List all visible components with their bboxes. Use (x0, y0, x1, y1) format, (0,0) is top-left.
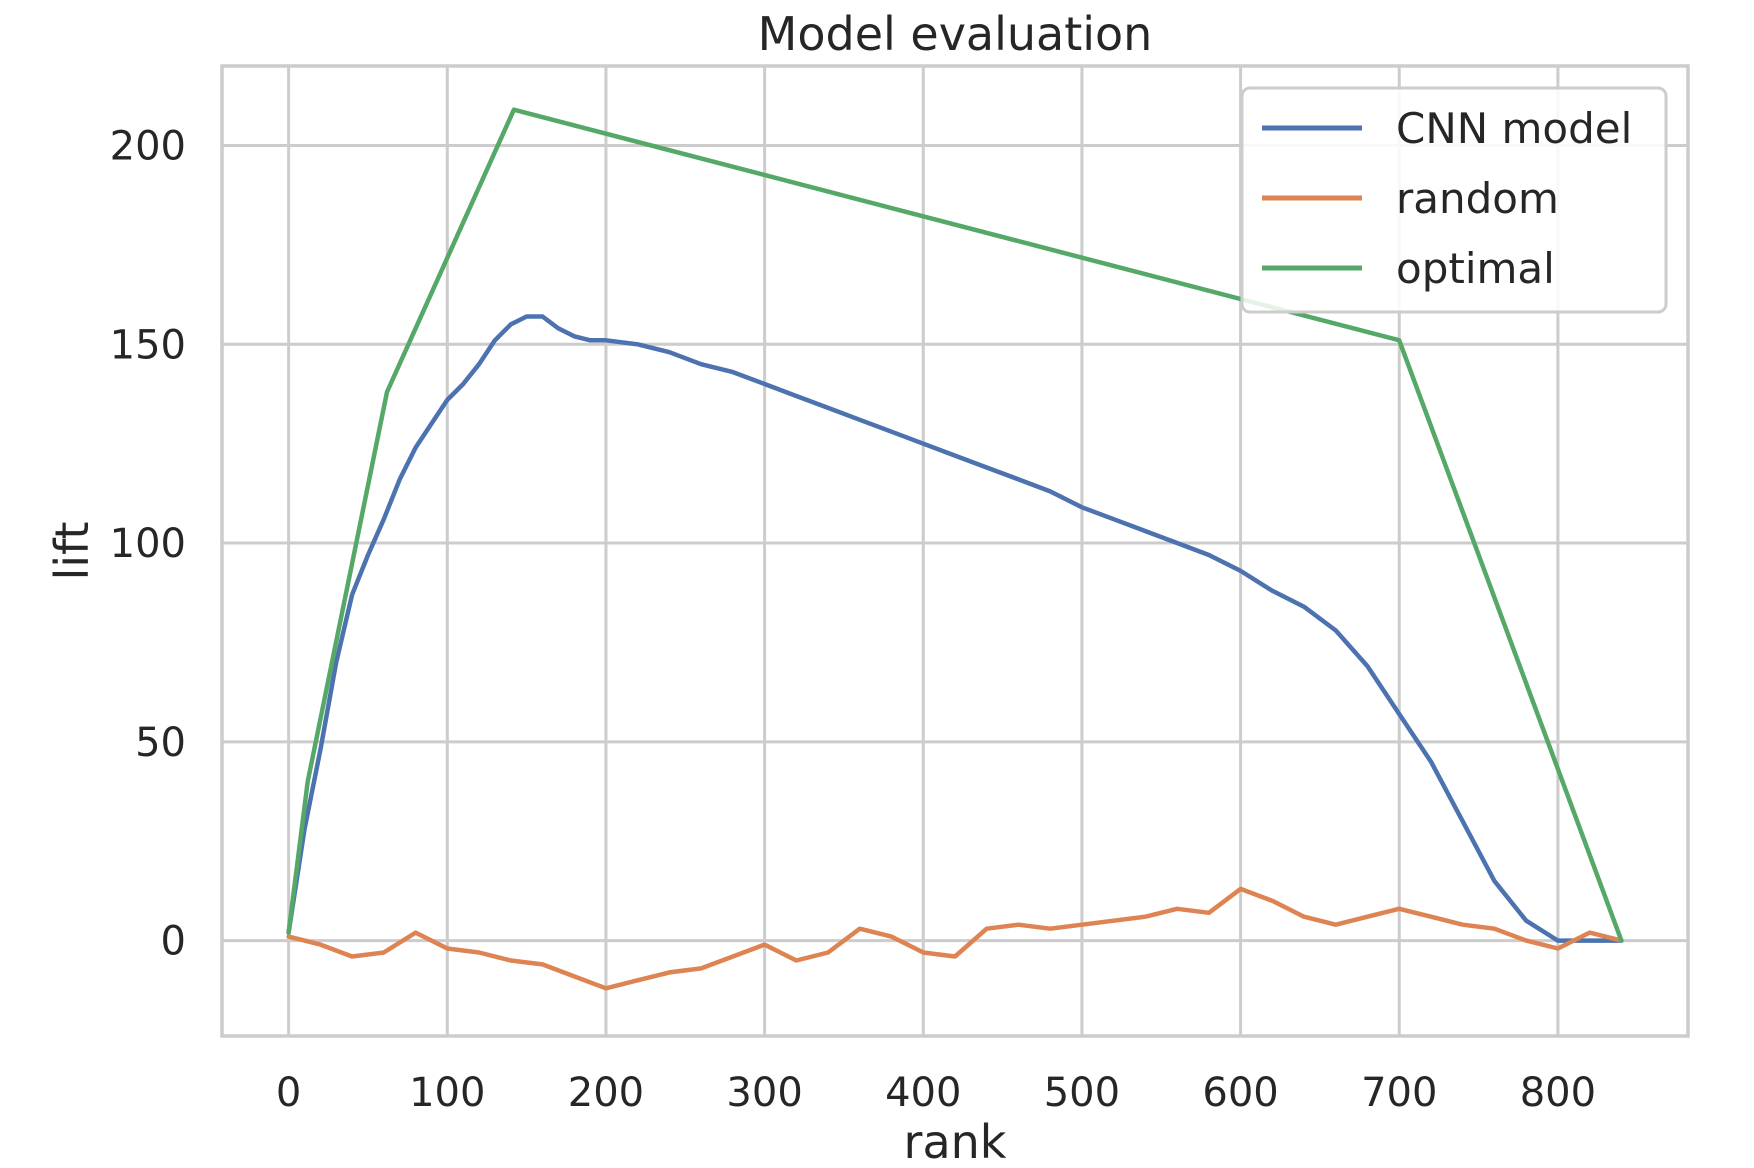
y-tick-label: 150 (110, 322, 186, 368)
legend-box (1240, 86, 1668, 314)
y-tick-label: 100 (110, 521, 186, 567)
y-tick-labels: 0 50 100 150 200 (110, 124, 186, 965)
x-tick-label: 0 (276, 1070, 301, 1116)
x-tick-label: 800 (1520, 1070, 1596, 1116)
y-tick-label: 200 (110, 124, 186, 170)
y-axis-label: lift (45, 522, 99, 581)
y-tick-label: 0 (161, 919, 186, 965)
legend: CNN model random optimal (1240, 86, 1668, 314)
x-tick-label: 600 (1202, 1070, 1278, 1116)
x-tick-label: 100 (409, 1070, 485, 1116)
series-layer (286, 107, 1624, 991)
legend-label: optimal (1396, 244, 1555, 293)
x-tick-label: 400 (885, 1070, 961, 1116)
legend-label: random (1396, 174, 1559, 223)
series-line-cnn-model (286, 314, 1624, 943)
x-tick-label: 700 (1361, 1070, 1437, 1116)
series-line-random (286, 886, 1624, 991)
legend-label: CNN model (1396, 104, 1632, 153)
plot-frame (220, 64, 1690, 1038)
x-tick-label: 300 (726, 1070, 802, 1116)
series-line-optimal (286, 107, 1624, 943)
chart-title: Model evaluation (758, 7, 1153, 61)
x-axis-label: rank (904, 1115, 1007, 1168)
x-tick-label: 500 (1044, 1070, 1120, 1116)
y-tick-label: 50 (135, 720, 186, 766)
x-tick-label: 200 (568, 1070, 644, 1116)
x-tick-labels: 0 100 200 300 400 500 600 700 800 (276, 1070, 1596, 1116)
